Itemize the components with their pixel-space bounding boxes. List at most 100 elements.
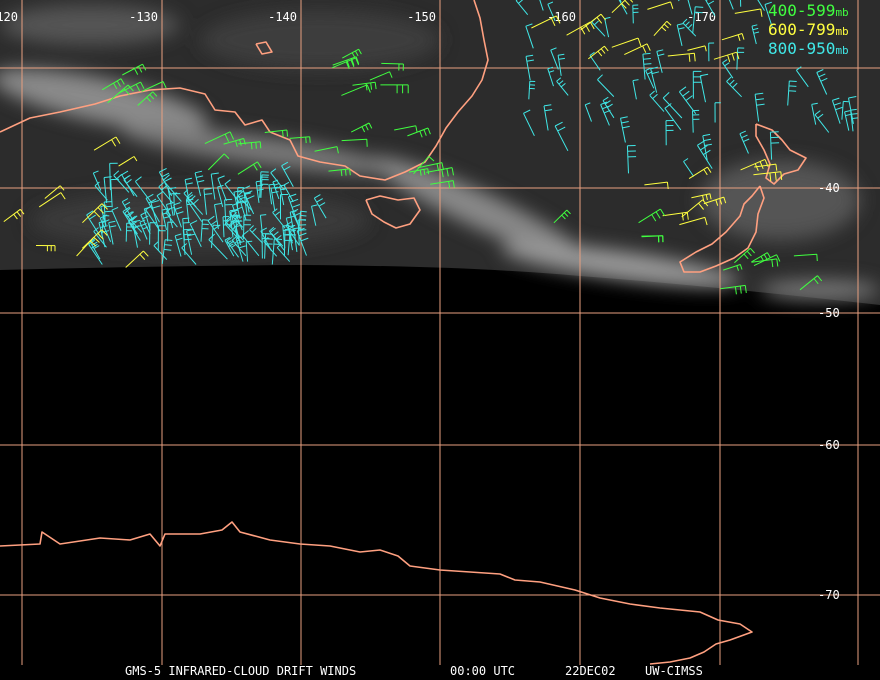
wind-barb xyxy=(245,240,253,262)
wind-barb xyxy=(380,84,409,94)
wind-barb xyxy=(35,245,56,252)
wind-barb xyxy=(111,206,122,231)
wind-barb xyxy=(108,220,117,245)
wind-barb xyxy=(328,168,351,177)
wind-barb xyxy=(293,227,301,252)
longitude-label: -160 xyxy=(547,10,576,24)
wind-barb xyxy=(597,74,615,97)
wind-barb xyxy=(173,202,184,228)
tasmania-coast xyxy=(365,195,421,229)
wind-barb xyxy=(81,229,108,249)
wind-barb xyxy=(137,91,158,106)
wind-barb xyxy=(143,206,151,231)
wind-barb xyxy=(408,168,430,176)
wind-barb xyxy=(769,131,780,160)
longitude-label: -120 xyxy=(0,10,18,24)
wind-barb xyxy=(281,161,294,188)
wind-barb xyxy=(688,166,712,180)
wind-barb xyxy=(799,275,823,291)
wind-barb xyxy=(413,156,435,175)
wind-barb xyxy=(736,47,745,70)
wind-barb xyxy=(161,239,173,264)
wind-barb xyxy=(150,200,161,230)
wind-barb xyxy=(754,92,765,122)
islands xyxy=(255,41,273,55)
wind-barb xyxy=(204,131,235,145)
legend-entry: 400-599mb xyxy=(768,1,849,20)
longitude-label: -130 xyxy=(129,10,158,24)
wind-barb xyxy=(751,258,779,268)
wind-barb xyxy=(261,233,270,259)
wind-barb xyxy=(89,238,101,260)
wind-barb xyxy=(587,45,609,60)
wind-barb xyxy=(641,235,664,243)
wind-barb xyxy=(683,158,695,177)
wind-barb xyxy=(203,188,213,215)
wind-barb xyxy=(139,219,149,240)
new-zealand-north xyxy=(755,123,807,185)
legend-range: 600-799 xyxy=(768,20,835,39)
wind-barb xyxy=(224,237,235,257)
wind-barb xyxy=(298,210,307,233)
wind-barb xyxy=(158,182,174,204)
wind-barb xyxy=(649,90,665,112)
wind-barb xyxy=(226,237,240,258)
wind-barb xyxy=(580,13,607,31)
wind-barb xyxy=(557,53,565,76)
wind-barb xyxy=(332,57,360,70)
wind-barb xyxy=(141,81,167,92)
wind-barb xyxy=(729,0,734,10)
wind-barb xyxy=(638,208,666,224)
wind-barb xyxy=(816,69,828,95)
wind-barb xyxy=(787,80,797,106)
legend-range: 400-599 xyxy=(768,1,835,20)
wind-barb xyxy=(259,214,267,235)
legend-range: 800-950 xyxy=(768,39,835,58)
new-zealand-south xyxy=(679,185,765,273)
wind-barb xyxy=(269,227,285,251)
wind-barb xyxy=(82,203,108,224)
wind-barb xyxy=(632,79,639,100)
wind-barb xyxy=(113,170,130,193)
wind-barb xyxy=(264,129,289,138)
wind-barb xyxy=(285,221,300,246)
antarctica-coast xyxy=(0,521,753,665)
wind-barb xyxy=(611,0,634,14)
wind-barb xyxy=(723,264,743,271)
wind-barb xyxy=(268,183,275,205)
wind-barb xyxy=(283,181,294,203)
wind-barb xyxy=(554,121,569,152)
wind-barb xyxy=(751,252,771,263)
wind-barb xyxy=(754,163,778,171)
wind-barb xyxy=(185,194,203,222)
wind-barb xyxy=(268,226,284,247)
wind-barb xyxy=(242,185,255,215)
wind-barb xyxy=(235,236,246,262)
wind-barb xyxy=(753,171,783,182)
wind-barb xyxy=(149,222,157,245)
wind-barb xyxy=(132,219,142,248)
wind-barb xyxy=(814,110,830,133)
wind-barb xyxy=(650,66,660,93)
wind-barb xyxy=(158,167,173,197)
wind-barb xyxy=(525,23,534,49)
wind-barb xyxy=(92,170,102,191)
wind-barb xyxy=(841,100,849,120)
cloud-bands xyxy=(0,5,880,300)
wind-barb xyxy=(740,0,742,7)
wind-barb xyxy=(702,133,712,161)
wind-barb xyxy=(844,110,852,131)
wind-barb xyxy=(721,33,745,42)
wind-barb xyxy=(123,175,138,198)
wind-barb xyxy=(243,214,252,239)
wind-barb xyxy=(708,42,715,62)
wind-barb xyxy=(600,101,611,126)
wind-barb xyxy=(255,180,264,203)
wind-barb xyxy=(222,216,230,238)
wind-barb xyxy=(280,194,288,220)
wind-barb xyxy=(93,136,121,151)
wind-barb xyxy=(515,0,529,16)
wind-barb xyxy=(426,167,454,178)
legend-unit: mb xyxy=(835,6,848,19)
wind-barb xyxy=(182,228,192,256)
